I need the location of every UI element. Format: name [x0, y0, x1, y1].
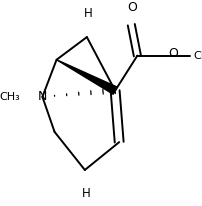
Text: CH₃: CH₃ [0, 92, 20, 102]
Text: CH₃: CH₃ [193, 51, 202, 61]
Polygon shape [57, 60, 117, 94]
Text: H: H [83, 7, 92, 20]
Text: H: H [81, 187, 90, 200]
Text: O: O [127, 1, 137, 14]
Text: N: N [38, 90, 47, 103]
Text: O: O [168, 47, 178, 60]
